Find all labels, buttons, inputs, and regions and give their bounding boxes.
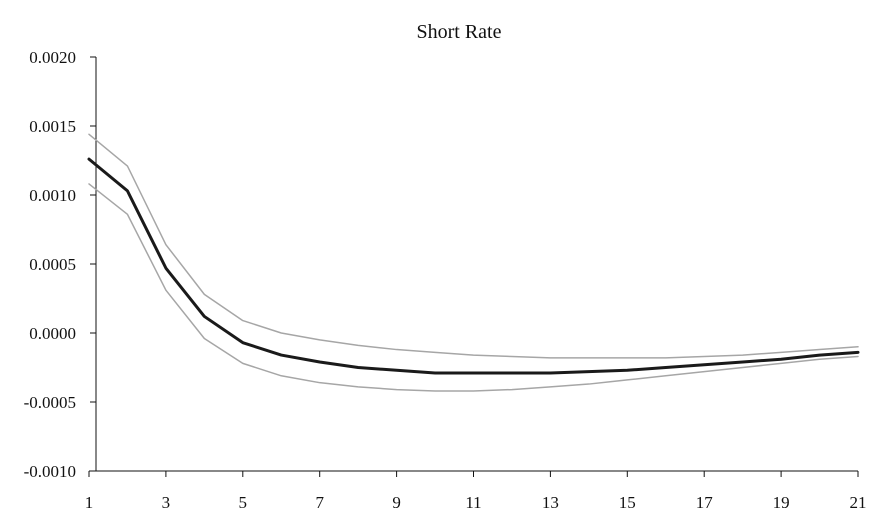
y-tick-label: -0.0010 [24, 462, 76, 481]
y-tick-label: 0.0000 [29, 324, 76, 343]
x-tick-label: 9 [392, 493, 401, 512]
chart-title: Short Rate [417, 21, 502, 43]
x-tick-label: 1 [85, 493, 94, 512]
y-tick-label: 0.0005 [29, 255, 76, 274]
x-tick-label: 15 [619, 493, 636, 512]
y-tick-label: 0.0010 [29, 186, 76, 205]
series-layer [87, 133, 860, 392]
x-tick-label: 17 [696, 493, 714, 512]
x-tick-label: 11 [465, 493, 481, 512]
x-tick-label: 5 [239, 493, 248, 512]
x-tick-label: 19 [773, 493, 790, 512]
y-tick-label: 0.0020 [29, 48, 76, 67]
axes: 0.0020 0.0015 0.0010 0.0005 0.0000 -0.0005 -0.… [24, 48, 867, 512]
x-tick-label: 3 [162, 493, 171, 512]
series-line-upper-band [88, 133, 859, 359]
y-tick-label: -0.0005 [24, 393, 76, 412]
y-tick-label: 0.0015 [29, 117, 76, 136]
x-tick-label: 21 [850, 493, 867, 512]
x-tick-label: 7 [315, 493, 324, 512]
x-tick-label: 13 [542, 493, 559, 512]
series-line-lower-band [88, 183, 859, 392]
series-line-estimate [87, 157, 860, 375]
